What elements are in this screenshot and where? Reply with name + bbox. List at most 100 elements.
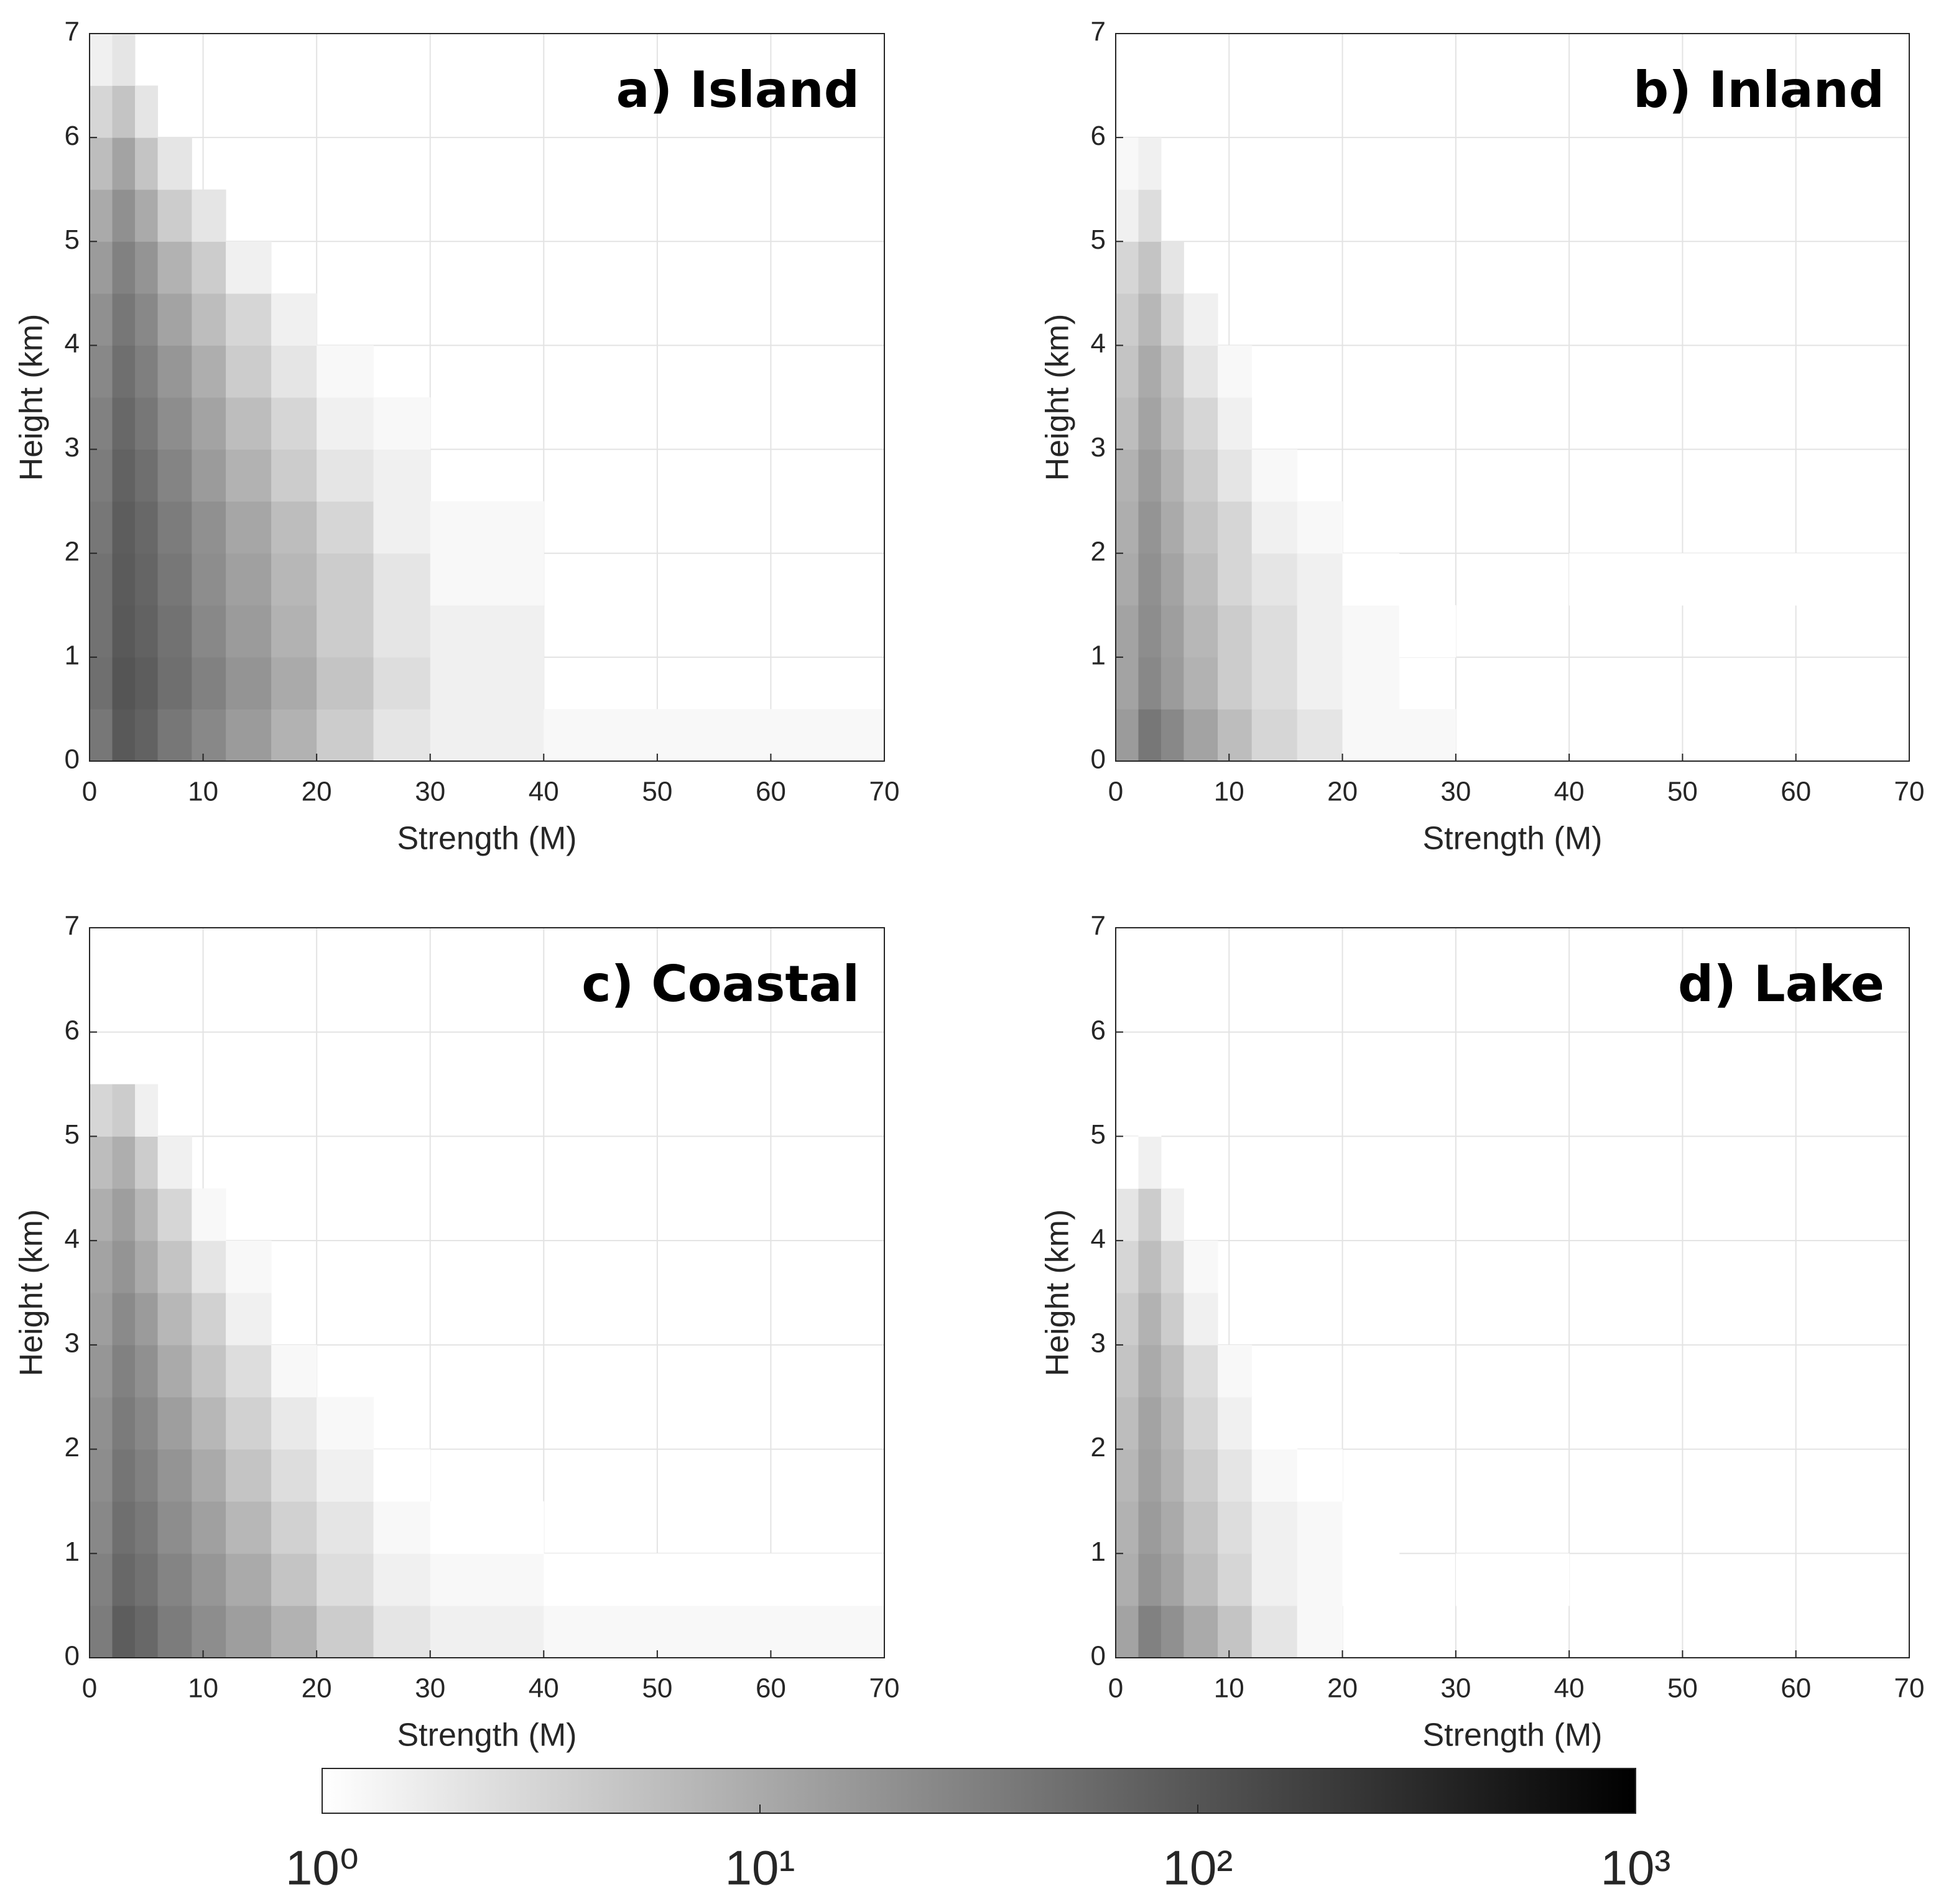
heat-cell (157, 293, 192, 346)
x-tick-label: 50 (642, 1673, 672, 1704)
heat-cell (1297, 501, 1343, 554)
heat-cell (157, 345, 192, 398)
x-axis-label: Strength (M) (1423, 821, 1603, 857)
heat-cell (157, 657, 192, 709)
heat-cell (1297, 1606, 1343, 1658)
heat-cell (112, 293, 136, 346)
heat-cell (1455, 1553, 1570, 1606)
heat-cell (1160, 241, 1184, 294)
heat-cell (1399, 605, 1457, 658)
x-tick-label: 60 (1781, 1673, 1811, 1704)
heat-cell (1138, 189, 1162, 242)
heat-cell (192, 1397, 226, 1450)
x-tick-label: 0 (1108, 1673, 1123, 1704)
heat-cell (226, 1241, 272, 1293)
heat-cell (90, 137, 113, 190)
heat-cell (157, 605, 192, 658)
heat-cell (1116, 501, 1139, 554)
heat-cell (271, 501, 317, 554)
heat-cell (373, 1449, 431, 1502)
heat-cell (430, 657, 544, 709)
heat-cell (90, 1293, 113, 1346)
heat-cell (90, 1084, 113, 1137)
heat-cell (135, 293, 159, 346)
heat-cell (226, 397, 272, 450)
y-tick-label: 6 (1091, 121, 1106, 151)
heat-cell (430, 1553, 544, 1606)
x-tick-label: 70 (869, 777, 900, 807)
heat-cell (1116, 189, 1139, 242)
heat-cell (135, 449, 159, 502)
heat-cell (1160, 449, 1184, 502)
heat-cell (226, 1606, 272, 1658)
heat-cell (112, 553, 136, 606)
heat-cell (192, 1606, 226, 1658)
heat-cell (112, 137, 136, 190)
heat-cell (317, 1553, 374, 1606)
heat-cell (226, 449, 272, 502)
x-tick-label: 30 (415, 1673, 445, 1704)
panel: 0 10 20 30 40 50 60 70 0 1 2 3 4 5 6 7 Strength (M) Heigh… (1040, 911, 1925, 1754)
heat-cell (90, 1188, 113, 1241)
heat-cell (430, 553, 544, 606)
heat-cell (317, 1501, 374, 1554)
heat-cell (1116, 709, 1139, 762)
heat-cell (112, 34, 136, 86)
x-tick-label: 20 (302, 777, 332, 807)
heat-cell (226, 501, 272, 554)
heat-cell (112, 1293, 136, 1346)
y-tick-label: 4 (65, 328, 80, 359)
heat-cell (90, 501, 113, 554)
heat-cell (226, 657, 272, 709)
heat-cell (112, 449, 136, 502)
heat-cell (271, 1606, 317, 1658)
heat-cell (1251, 1397, 1298, 1450)
heat-cell (317, 449, 374, 502)
heat-cell (192, 1188, 226, 1241)
heat-cell (1342, 1501, 1400, 1554)
heat-cell (1138, 1344, 1162, 1398)
heat-cell (1183, 501, 1218, 554)
heat-cell (271, 449, 317, 502)
x-tick-label: 70 (1894, 777, 1925, 807)
heat-cell (192, 345, 226, 398)
y-axis-label: Height (km) (1040, 314, 1076, 481)
heat-cell (1116, 241, 1139, 294)
heat-cell (135, 189, 159, 242)
y-tick-label: 4 (1091, 1224, 1106, 1254)
heat-cell (135, 709, 159, 762)
heat-cell (192, 1553, 226, 1606)
heat-cell (373, 449, 431, 502)
heat-cell (1297, 709, 1343, 762)
y-tick-label: 0 (65, 744, 80, 775)
x-tick-label: 50 (1667, 1673, 1698, 1704)
heat-cell (1138, 241, 1162, 294)
colorbar-tick-label: 10¹ (725, 1841, 795, 1895)
heat-cell (1251, 657, 1298, 709)
heat-cell (1138, 137, 1162, 190)
heat-cell (317, 657, 374, 709)
heat-cell (271, 345, 317, 398)
y-tick-label: 2 (1091, 1432, 1106, 1463)
heat-cell (135, 1449, 159, 1502)
y-axis-label: Height (km) (14, 314, 50, 481)
heat-cell (1116, 553, 1139, 606)
heat-cell (317, 397, 374, 450)
heat-cell (1116, 1293, 1139, 1346)
heat-cell (1342, 553, 1400, 606)
heat-cell (90, 709, 113, 762)
y-tick-label: 1 (65, 640, 80, 670)
heat-cell (112, 605, 136, 658)
heat-cell (1251, 1449, 1298, 1502)
heat-cell (90, 1606, 113, 1658)
heat-cell (430, 1606, 544, 1658)
axes-frame (1115, 927, 1910, 1658)
heat-cell (226, 709, 272, 762)
heat-cell (90, 1553, 113, 1606)
heat-cell (430, 1501, 544, 1554)
heat-cell (1138, 553, 1162, 606)
heat-cell (112, 1084, 136, 1137)
y-axis-label: Height (km) (14, 1209, 50, 1377)
x-tick-label: 10 (1214, 1673, 1244, 1704)
